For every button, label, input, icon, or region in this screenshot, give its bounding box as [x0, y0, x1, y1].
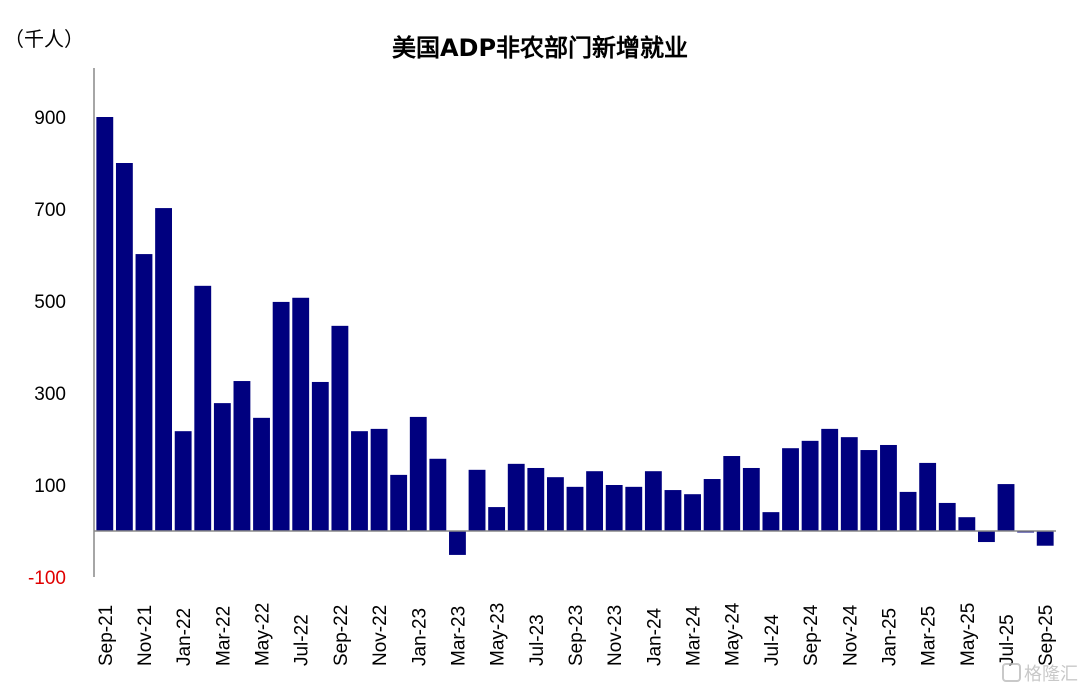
x-tick-label: Mar-22 — [213, 606, 234, 666]
bar-Apr-22 — [233, 381, 251, 531]
x-tick-label: Sep-25 — [1036, 605, 1057, 666]
bar-Aug-24 — [782, 448, 799, 531]
bar-Apr-25 — [938, 502, 956, 531]
y-tick-label: -100 — [28, 568, 66, 589]
bar-Jul-24 — [762, 512, 780, 531]
x-tick-label: Mar-24 — [684, 605, 705, 666]
bar-Sep-24 — [801, 440, 819, 531]
bar-Jun-22 — [272, 301, 290, 531]
bar-Jan-24 — [644, 471, 662, 531]
bar-Jul-23 — [527, 467, 545, 531]
bar-Feb-22 — [194, 285, 212, 531]
bar-Jul-25 — [997, 484, 1015, 531]
bar-Aug-22 — [311, 381, 329, 531]
bar-Mar-22 — [213, 403, 231, 531]
bar-Sep-23 — [566, 486, 584, 531]
x-tick-label: Sep-22 — [331, 605, 352, 666]
bar-Dec-21 — [155, 208, 172, 531]
x-tick-label: Sep-21 — [96, 605, 117, 666]
watermark-text: 格隆汇 — [1024, 664, 1078, 685]
watermark-logo-icon — [1002, 663, 1021, 682]
y-tick-label: 300 — [34, 384, 66, 405]
y-tick-label: 500 — [34, 292, 66, 313]
y-axis-unit: （千人） — [4, 27, 84, 51]
bar-Oct-23 — [586, 471, 604, 531]
bar-Aug-23 — [546, 477, 564, 531]
y-tick-label: 900 — [34, 108, 66, 129]
x-tick-label: Nov-21 — [135, 605, 156, 666]
x-tick-label: Sep-24 — [801, 604, 822, 666]
x-tick-label: May-23 — [488, 603, 509, 666]
bar-Dec-22 — [390, 474, 408, 531]
bar-Sep-25 — [1036, 531, 1054, 546]
bar-Nov-21 — [135, 254, 153, 531]
bar-Apr-23 — [468, 469, 486, 531]
bar-Oct-22 — [351, 431, 368, 531]
x-tick-label: Mar-25 — [919, 606, 940, 666]
bar-Jan-23 — [409, 416, 427, 531]
chart-title: 美国ADP非农部门新增就业 — [392, 34, 688, 62]
bar-Mar-24 — [684, 494, 701, 531]
bar-Sep-21 — [96, 117, 114, 531]
x-tick-label: Jul-22 — [292, 614, 313, 666]
x-tick-label: Nov-22 — [370, 605, 391, 666]
x-tick-label: Jan-23 — [409, 608, 430, 666]
bar-Feb-23 — [429, 458, 447, 531]
bar-Oct-24 — [821, 428, 839, 531]
y-tick-label: 100 — [34, 476, 66, 497]
x-tick-label: Nov-23 — [605, 605, 626, 666]
x-tick-label: Jul-25 — [997, 614, 1018, 666]
bar-May-23 — [488, 507, 506, 531]
bar-Mar-25 — [919, 462, 937, 531]
bar-Dec-23 — [625, 486, 643, 531]
bar-Dec-24 — [860, 450, 878, 531]
bar-Nov-22 — [370, 428, 388, 531]
x-tick-label: Jan-25 — [879, 608, 900, 666]
y-tick-label: 700 — [34, 200, 66, 221]
bar-Mar-23 — [449, 531, 466, 555]
bar-Jun-24 — [742, 467, 760, 531]
bar-Oct-21 — [115, 163, 133, 531]
bar-Nov-24 — [840, 437, 858, 531]
x-tick-label: Jan-24 — [644, 607, 665, 666]
bar-May-25 — [958, 517, 976, 531]
bar-Sep-22 — [331, 325, 349, 531]
bar-May-24 — [723, 456, 741, 531]
bar-Feb-24 — [664, 490, 682, 531]
x-tick-label: Jul-23 — [527, 614, 548, 666]
bar-Feb-25 — [899, 491, 917, 531]
watermark: 格隆汇 — [1002, 663, 1078, 685]
bar-Jun-23 — [507, 463, 525, 531]
x-tick-label: May-22 — [253, 603, 274, 666]
x-tick-label: May-25 — [958, 603, 979, 666]
x-tick-label: Nov-24 — [840, 604, 861, 666]
bar-May-22 — [253, 417, 270, 531]
x-tick-label: Jan-22 — [174, 608, 195, 666]
bar-Jan-22 — [174, 431, 192, 531]
bar-Jun-25 — [978, 531, 995, 543]
x-tick-label: May-24 — [723, 602, 744, 666]
x-tick-label: Jul-24 — [762, 614, 783, 666]
bar-Apr-24 — [703, 479, 721, 531]
x-tick-label: Sep-23 — [566, 605, 587, 666]
x-tick-label: Mar-23 — [448, 606, 469, 666]
bar-Jan-25 — [880, 444, 897, 531]
bar-Jul-22 — [292, 297, 310, 531]
bar-Nov-23 — [605, 485, 623, 531]
